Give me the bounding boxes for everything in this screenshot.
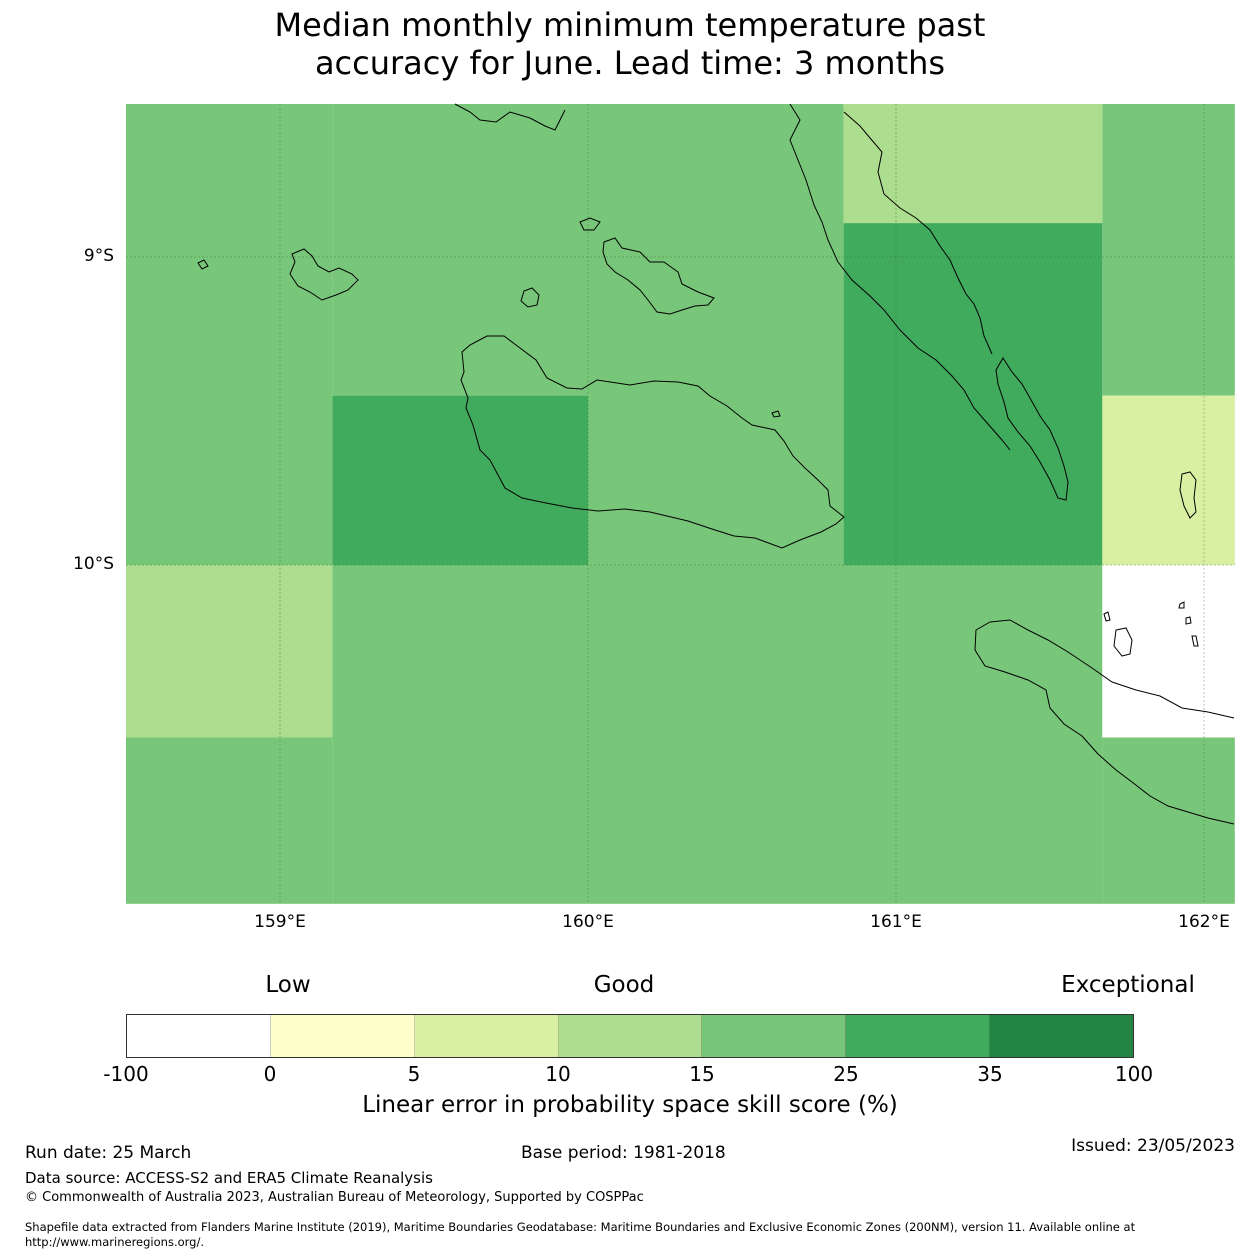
legend-category-low: Low — [265, 972, 311, 998]
colorbar-segment — [558, 1015, 703, 1057]
lon-label-159e: 159°E — [254, 912, 306, 932]
legend-category-exceptional: Exceptional — [1061, 972, 1195, 998]
colorbar-segment — [702, 1015, 847, 1057]
colorbar-tick: 15 — [689, 1062, 715, 1086]
legend-category-good: Good — [593, 972, 655, 998]
grid-cell-15-25 — [1102, 737, 1235, 904]
coastline-islet-b — [771, 410, 781, 418]
coastline-malaita — [995, 357, 1069, 501]
colorbar-tick: 35 — [977, 1062, 1003, 1086]
grid-cell-15-25 — [332, 104, 588, 396]
coastline-uki — [1113, 627, 1133, 657]
coastline-makira — [974, 621, 1235, 825]
grid-cell-10-15 — [843, 104, 1103, 224]
lon-label-160e: 160°E — [562, 912, 614, 932]
copyright-notice: © Commonwealth of Australia 2023, Austra… — [25, 1190, 644, 1205]
grid-cell-5-10 — [1102, 395, 1235, 565]
legend-colorbar — [126, 1014, 1134, 1058]
lon-label-161e: 161°E — [870, 912, 922, 932]
run-date: Run date: 25 March — [25, 1143, 192, 1163]
coastline-islet-f — [1191, 635, 1199, 647]
grid-cell-15-25 — [332, 565, 1103, 904]
coastline-islet-a — [579, 217, 601, 231]
grid-cell-25-35 — [332, 395, 588, 565]
colorbar-segment — [127, 1015, 271, 1057]
base-period: Base period: 1981-2018 — [521, 1143, 726, 1163]
coastline-savo — [520, 287, 540, 308]
chart-title-line-2: accuracy for June. Lead time: 3 months — [314, 44, 946, 82]
coastline-islet-c — [1103, 611, 1111, 622]
colorbar-tick: 25 — [833, 1062, 859, 1086]
coastline-islet-d — [1178, 601, 1185, 609]
coastline-small-islet-west — [197, 259, 209, 270]
colorbar-segment — [270, 1015, 415, 1057]
lon-label-162e: 162°E — [1178, 912, 1230, 932]
issued-date: Issued: 23/05/2023 — [1071, 1136, 1235, 1156]
colorbar-segment — [846, 1015, 991, 1057]
colorbar-tick: 0 — [263, 1062, 277, 1086]
lat-label-10s: 10°S — [73, 554, 114, 574]
lat-label-9s: 9°S — [83, 246, 114, 266]
coastline-santa-isabel — [454, 103, 1011, 451]
grid-cell-no-data — [1102, 565, 1235, 738]
coastline-ulawa — [1179, 471, 1197, 519]
colorbar-segment — [414, 1015, 559, 1057]
colorbar-tick: 100 — [1114, 1062, 1154, 1086]
colorbar-tick: 10 — [545, 1062, 571, 1086]
coastline-florida-islands — [602, 237, 715, 315]
skill-map — [126, 103, 1235, 904]
chart-title-line-1: Median monthly minimum temperature past — [274, 6, 986, 44]
coastline-russell-islands — [289, 248, 359, 301]
colorbar-segment — [990, 1015, 1134, 1057]
grid-cell-15-25 — [588, 104, 844, 565]
grid-cell-25-35 — [843, 223, 1103, 565]
shapefile-credit: Shapefile data extracted from Flanders M… — [25, 1220, 1136, 1249]
colorbar-tick: -100 — [103, 1062, 149, 1086]
grid-cell-15-25 — [126, 104, 333, 565]
coastline-guadalcanal — [460, 335, 845, 549]
grid-cell-10-15 — [126, 565, 333, 738]
coastline-islet-e — [1185, 616, 1192, 625]
colorbar-tick: 5 — [407, 1062, 421, 1086]
data-source: Data source: ACCESS-S2 and ERA5 Climate … — [25, 1169, 433, 1187]
coastline-makira-north — [989, 619, 1235, 719]
grid-cell-15-25 — [126, 737, 333, 904]
colorbar-title: Linear error in probability space skill … — [362, 1092, 898, 1118]
grid-cell-15-25 — [1102, 104, 1235, 396]
